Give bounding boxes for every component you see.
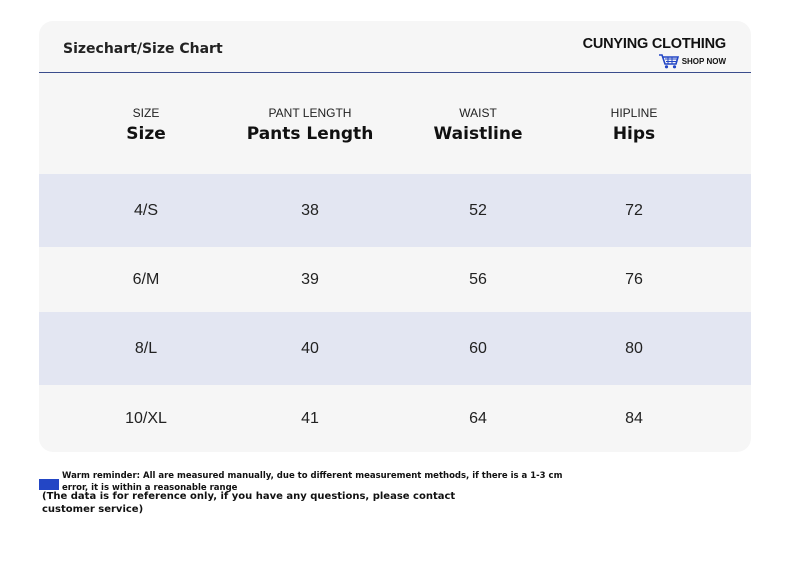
column-header-big: Size	[126, 123, 166, 144]
cell-value: 39	[301, 270, 319, 288]
shop-now-badge: SHOP NOW	[583, 53, 726, 69]
table-header-row: SIZE Size PANT LENGTH Pants Length WAIST…	[39, 75, 751, 174]
table-row: 8/L 40 60 80	[39, 312, 751, 385]
cell-size: 8/L	[96, 312, 196, 385]
card-header: Sizechart/Size Chart CUNYING CLOTHING SH…	[39, 21, 751, 73]
cell-value: 4/S	[133, 201, 158, 219]
cell-waistline: 56	[428, 247, 528, 312]
column-header-big: Hips	[612, 123, 656, 144]
brand-name: CUNYING CLOTHING	[582, 36, 727, 52]
cell-pants-length: 41	[245, 385, 375, 452]
cell-waistline: 64	[428, 385, 528, 452]
column-header-small: PANT LENGTH	[268, 105, 352, 120]
cell-value: 40	[301, 339, 319, 357]
column-header-small: HIPLINE	[610, 105, 658, 120]
cell-hips: 84	[584, 385, 684, 452]
shop-now-label: SHOP NOW	[681, 56, 726, 66]
reminder-marker	[39, 479, 59, 490]
size-chart-card: Sizechart/Size Chart CUNYING CLOTHING SH…	[39, 21, 751, 452]
cell-value: 8/L	[134, 339, 158, 357]
cell-waistline: 52	[428, 174, 528, 247]
cell-size: 6/M	[96, 247, 196, 312]
table-row: 6/M 39 56 76	[39, 247, 751, 312]
cell-value: 64	[469, 409, 487, 427]
cell-size: 10/XL	[96, 385, 196, 452]
cell-value: 10/XL	[125, 409, 167, 427]
cell-pants-length: 40	[245, 312, 375, 385]
cell-pants-length: 38	[245, 174, 375, 247]
column-header-big: Waistline	[433, 123, 523, 144]
cell-value: 72	[625, 201, 643, 219]
column-header-size: SIZE Size	[96, 75, 196, 174]
cell-pants-length: 39	[245, 247, 375, 312]
warm-reminder-text: Warm reminder: All are measured manually…	[62, 471, 563, 493]
column-header-pants-length: PANT LENGTH Pants Length	[245, 75, 375, 174]
column-header-big: Pants Length	[246, 123, 374, 144]
cell-waistline: 60	[428, 312, 528, 385]
column-header-small: SIZE	[132, 105, 160, 120]
cell-value: 60	[469, 339, 487, 357]
cell-value: 84	[625, 409, 643, 427]
reference-note-text: (The data is for reference only, if you …	[42, 491, 456, 515]
shopping-cart-icon	[658, 54, 679, 69]
cell-value: 6/M	[132, 270, 160, 288]
cell-value: 80	[625, 339, 643, 357]
cell-size: 4/S	[96, 174, 196, 247]
cell-hips: 80	[584, 312, 684, 385]
column-header-hips: HIPLINE Hips	[584, 75, 684, 174]
cell-hips: 72	[584, 174, 684, 247]
brand-logo: CUNYING CLOTHING SHOP NOW	[583, 36, 726, 69]
cell-value: 41	[301, 409, 319, 427]
table-row: 10/XL 41 64 84	[39, 385, 751, 452]
table-row: 4/S 38 52 72	[39, 174, 751, 247]
cell-value: 76	[625, 270, 643, 288]
cell-value: 52	[469, 201, 487, 219]
cell-value: 38	[301, 201, 319, 219]
cell-value: 56	[469, 270, 487, 288]
column-header-waistline: WAIST Waistline	[428, 75, 528, 174]
column-header-small: WAIST	[459, 105, 497, 120]
chart-title: Sizechart/Size Chart	[63, 41, 223, 57]
cell-hips: 76	[584, 247, 684, 312]
